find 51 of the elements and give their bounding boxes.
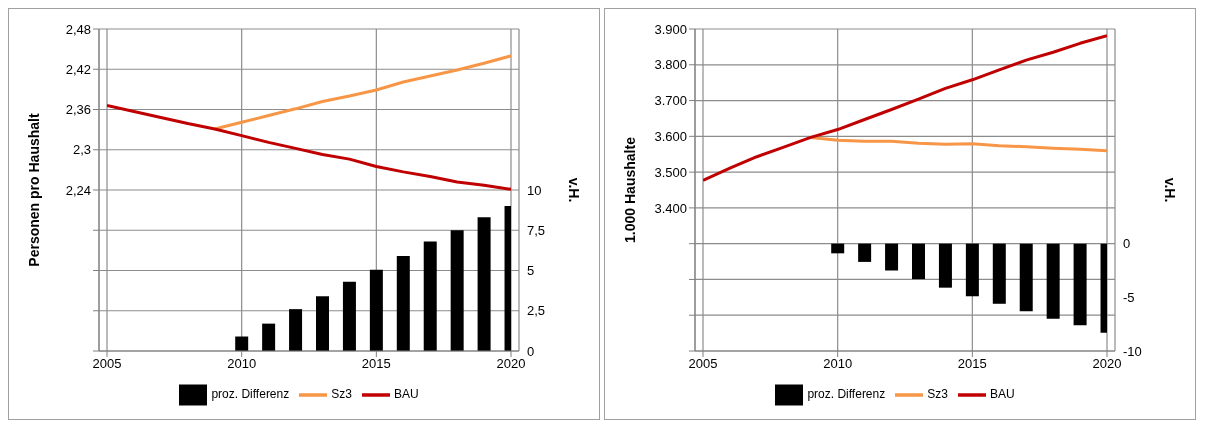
bar [342, 281, 356, 351]
line-series [703, 34, 1107, 182]
y-tick-label: 2,24 [65, 182, 91, 198]
legend-label: BAU [989, 387, 1015, 402]
legend-label: BAU [393, 387, 419, 402]
y-axis-title: Personen pro Haushalt [25, 113, 42, 267]
legend-label: Sz3 [331, 387, 352, 402]
y2-tick-label: -5 [1123, 289, 1135, 305]
y2-axis-title: v.H. [1162, 177, 1179, 203]
y-tick-label: 2,48 [65, 21, 91, 37]
bar [450, 230, 464, 351]
y2-tick-label: 5 [527, 263, 535, 279]
x-tick-label: 2010 [227, 356, 257, 372]
y-tick-label: 3.400 [654, 200, 687, 216]
bar [289, 309, 303, 351]
line-series [107, 103, 511, 191]
x-tick-label: 2015 [957, 356, 987, 372]
x-tick-label: 2015 [361, 356, 391, 372]
x-tick-label: 2005 [688, 356, 718, 372]
x-tick-label: 2005 [92, 356, 122, 372]
bar [316, 296, 329, 351]
y-tick-label: 3.600 [654, 128, 687, 144]
y2-tick-label: 0 [1123, 236, 1131, 252]
y2-axis-title: v.H. [566, 177, 583, 203]
bar [235, 336, 249, 351]
y-tick-label: 3.700 [654, 93, 687, 109]
y2-tick-label: 2,5 [527, 303, 546, 319]
y2-tick-label: 7,5 [527, 222, 546, 238]
bar [262, 323, 276, 351]
legend-label: Sz3 [927, 387, 948, 402]
y-tick-label: 2,36 [65, 102, 91, 118]
x-tick-label: 2010 [823, 356, 853, 372]
y-tick-label: 2,3 [72, 142, 91, 158]
legend-label: proz. Differenz [211, 387, 290, 402]
bar [477, 217, 491, 351]
x-tick-label: 2020 [496, 356, 526, 372]
y2-tick-label: -10 [1123, 343, 1142, 359]
line-series [809, 135, 1107, 153]
y2-tick-label: 0 [527, 343, 535, 359]
y-tick-label: 3.900 [654, 21, 687, 37]
bar [423, 241, 437, 351]
line-series [213, 54, 511, 131]
legend-label: proz. Differenz [807, 387, 886, 402]
y-tick-label: 3.500 [654, 164, 687, 180]
bar [396, 256, 410, 351]
y-tick-label: 3.800 [654, 57, 687, 73]
bar [369, 269, 383, 351]
y-axis-title: 1.000 Haushalte [621, 136, 638, 243]
y2-tick-label: 10 [527, 182, 542, 198]
y-tick-label: 2,42 [65, 61, 91, 77]
x-tick-label: 2020 [1092, 356, 1122, 372]
